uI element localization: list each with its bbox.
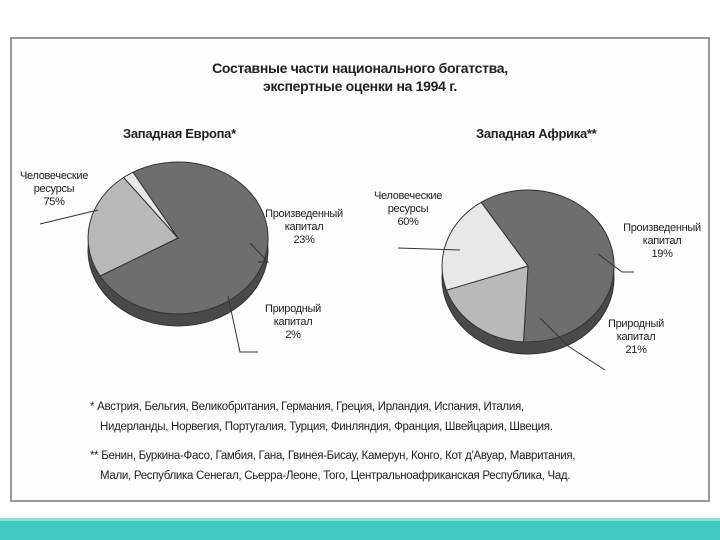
- footnote-western-europe: * Австрия, Бельгия, Великобритания, Герм…: [90, 397, 650, 437]
- label-africa-natural: Природный капитал 21%: [598, 318, 674, 357]
- leader-line-europe-human: [39, 209, 99, 225]
- pie-slice-africa-produced: [445, 265, 529, 343]
- leader-line-africa-human: [397, 247, 461, 251]
- figure-title-line-1: Составные части национального богатства,: [212, 60, 508, 76]
- label-europe-produced-line1: Произведенный: [265, 208, 343, 220]
- label-europe-human-line2: ресурсы: [33, 183, 75, 195]
- leader-line-europe-natural: [227, 295, 258, 353]
- bottom-accent-stripe: [0, 518, 720, 521]
- label-africa-produced-line1: Произведенный: [623, 222, 701, 234]
- label-europe-natural-line1: Природный: [264, 303, 321, 315]
- label-europe-natural-value: 2%: [285, 329, 301, 341]
- bottom-accent-band: [0, 518, 720, 540]
- label-africa-human-value: 60%: [397, 216, 419, 228]
- footnote-europe-line1: * Австрия, Бельгия, Великобритания, Герм…: [90, 401, 524, 413]
- label-africa-human-line2: ресурсы: [387, 203, 429, 215]
- label-africa-natural-line1: Природный: [607, 318, 664, 330]
- leader-line-africa-natural: [539, 317, 606, 371]
- leader-line-africa-produced: [597, 253, 634, 273]
- label-europe-produced: Произведенный капитал 23%: [258, 208, 350, 247]
- label-africa-natural-line2: капитал: [616, 331, 656, 343]
- pie-slice-europe-human: [99, 161, 269, 315]
- label-europe-human-value: 75%: [43, 196, 65, 208]
- figure-title-line-2: экспертные оценки на 1994 г.: [263, 78, 457, 94]
- chart-title-western-europe: Западная Европа*: [123, 126, 236, 141]
- label-europe-human: Человеческие ресурсы 75%: [14, 170, 94, 209]
- label-africa-produced-value: 19%: [651, 248, 673, 260]
- pie-slice-europe-produced: [87, 176, 179, 277]
- label-africa-produced-line2: капитал: [642, 235, 682, 247]
- pie-slice-africa-human: [480, 189, 615, 343]
- footnote-africa-line1: ** Бенин, Буркина-Фасо, Гамбия, Гана, Гв…: [90, 450, 576, 462]
- label-europe-natural: Природный капитал 2%: [255, 303, 331, 342]
- pie-slice-africa-natural: [441, 201, 529, 291]
- label-europe-produced-value: 23%: [293, 234, 315, 246]
- leader-line-europe-produced: [249, 242, 270, 263]
- label-europe-natural-line2: капитал: [273, 316, 313, 328]
- footnote-europe-line2: Нидерланды, Норвегия, Португалия, Турция…: [100, 421, 553, 433]
- footnote-western-africa: ** Бенин, Буркина-Фасо, Гамбия, Гана, Гв…: [90, 446, 630, 486]
- label-africa-human-line1: Человеческие: [373, 190, 443, 202]
- label-europe-produced-line2: капитал: [284, 221, 324, 233]
- label-africa-natural-value: 21%: [625, 344, 647, 356]
- label-africa-human: Человеческие ресурсы 60%: [368, 190, 448, 229]
- chart-title-western-africa: Западная Африка**: [476, 126, 597, 141]
- label-africa-produced: Произведенный капитал 19%: [616, 222, 708, 261]
- label-europe-human-line1: Человеческие: [19, 170, 89, 182]
- footnote-africa-line2: Мали, Республика Сенегал, Сьерра-Леоне, …: [100, 470, 571, 482]
- pie-slice-europe-natural: [122, 171, 179, 239]
